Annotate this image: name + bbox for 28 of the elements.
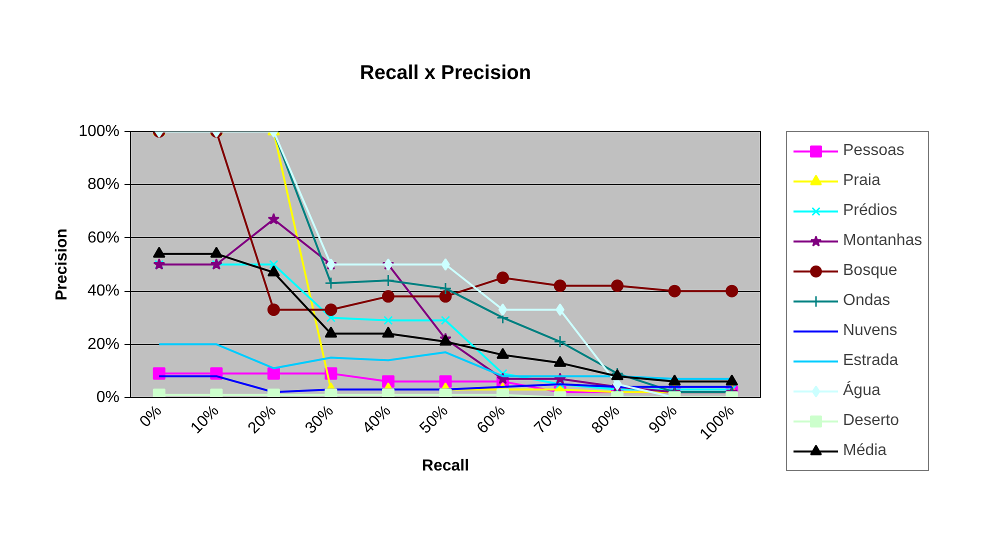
- legend-label: Média: [843, 441, 887, 461]
- legend-label: Estrada: [843, 351, 898, 371]
- x-tick-label: 70%: [531, 402, 566, 438]
- x-axis-title: Recall: [422, 457, 470, 474]
- y-tick-label: 60%: [87, 229, 120, 246]
- y-tick-label: 40%: [87, 282, 120, 300]
- x-tick-label: 60%: [474, 402, 509, 438]
- y-tick-label: 100%: [78, 123, 120, 140]
- legend-label: Montanhas: [843, 231, 922, 251]
- x-tick-label: 0%: [136, 402, 166, 431]
- legend-label: Pessoas: [843, 141, 904, 161]
- y-tick-label: 20%: [87, 336, 120, 353]
- y-tick-label: 0%: [96, 389, 120, 406]
- legend-label: Praia: [843, 171, 880, 191]
- x-tick-label: 80%: [588, 402, 624, 438]
- x-tick-label: 30%: [302, 402, 337, 438]
- legend-label: Ondas: [843, 291, 890, 311]
- x-tick-label: 90%: [646, 402, 681, 438]
- legend-label: Nuvens: [843, 321, 898, 341]
- legend-label: Água: [843, 380, 880, 401]
- y-axis-title: Precision: [54, 228, 71, 301]
- x-tick-label: 50%: [416, 402, 452, 438]
- legend-label: Bosque: [843, 261, 898, 281]
- y-tick-label: 80%: [87, 176, 120, 194]
- legend-label: Prédios: [843, 201, 898, 221]
- x-tick-label: 40%: [360, 402, 394, 438]
- legend-label: Deserto: [843, 411, 900, 431]
- chart-title: Recall x Precision: [360, 62, 532, 84]
